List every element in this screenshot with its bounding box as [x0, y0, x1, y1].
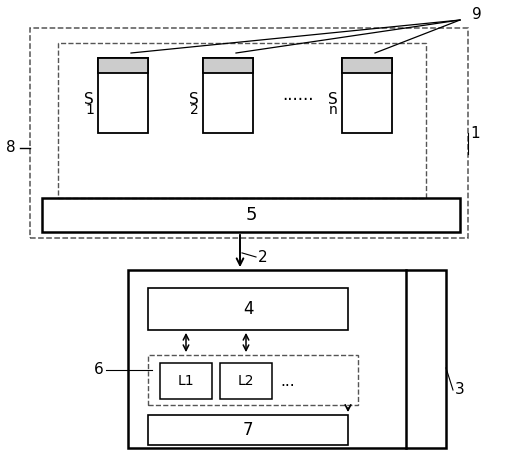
Text: L2: L2 — [238, 374, 254, 388]
Bar — [30, 28, 468, 238]
Text: 2: 2 — [190, 103, 199, 117]
Text: ...: ... — [280, 374, 295, 388]
Bar — [58, 43, 426, 198]
Text: 2: 2 — [258, 249, 268, 264]
Text: 7: 7 — [243, 421, 253, 439]
Text: n: n — [329, 103, 338, 117]
Bar — [148, 415, 348, 445]
Text: 5: 5 — [245, 206, 257, 224]
Bar — [342, 58, 392, 73]
Text: S: S — [84, 92, 94, 107]
Text: 1: 1 — [470, 125, 480, 140]
Text: ......: ...... — [282, 86, 314, 104]
Text: 6: 6 — [94, 362, 104, 377]
Bar — [203, 58, 253, 133]
Bar — [98, 58, 148, 73]
Text: 1: 1 — [85, 103, 94, 117]
Bar — [98, 58, 148, 73]
Bar — [42, 198, 460, 232]
Text: S: S — [328, 92, 338, 107]
Bar — [160, 363, 212, 399]
Bar — [98, 58, 148, 133]
Text: L1: L1 — [178, 374, 195, 388]
Text: 8: 8 — [7, 140, 16, 156]
Bar — [342, 58, 392, 133]
Text: 4: 4 — [243, 300, 253, 318]
Text: 3: 3 — [455, 383, 465, 397]
Bar — [203, 58, 253, 73]
Text: 9: 9 — [472, 8, 482, 23]
Bar — [220, 363, 272, 399]
Bar — [342, 58, 392, 73]
Bar — [203, 58, 253, 73]
Bar — [148, 355, 358, 405]
Text: S: S — [189, 92, 199, 107]
Bar — [128, 270, 446, 448]
Bar — [148, 288, 348, 330]
